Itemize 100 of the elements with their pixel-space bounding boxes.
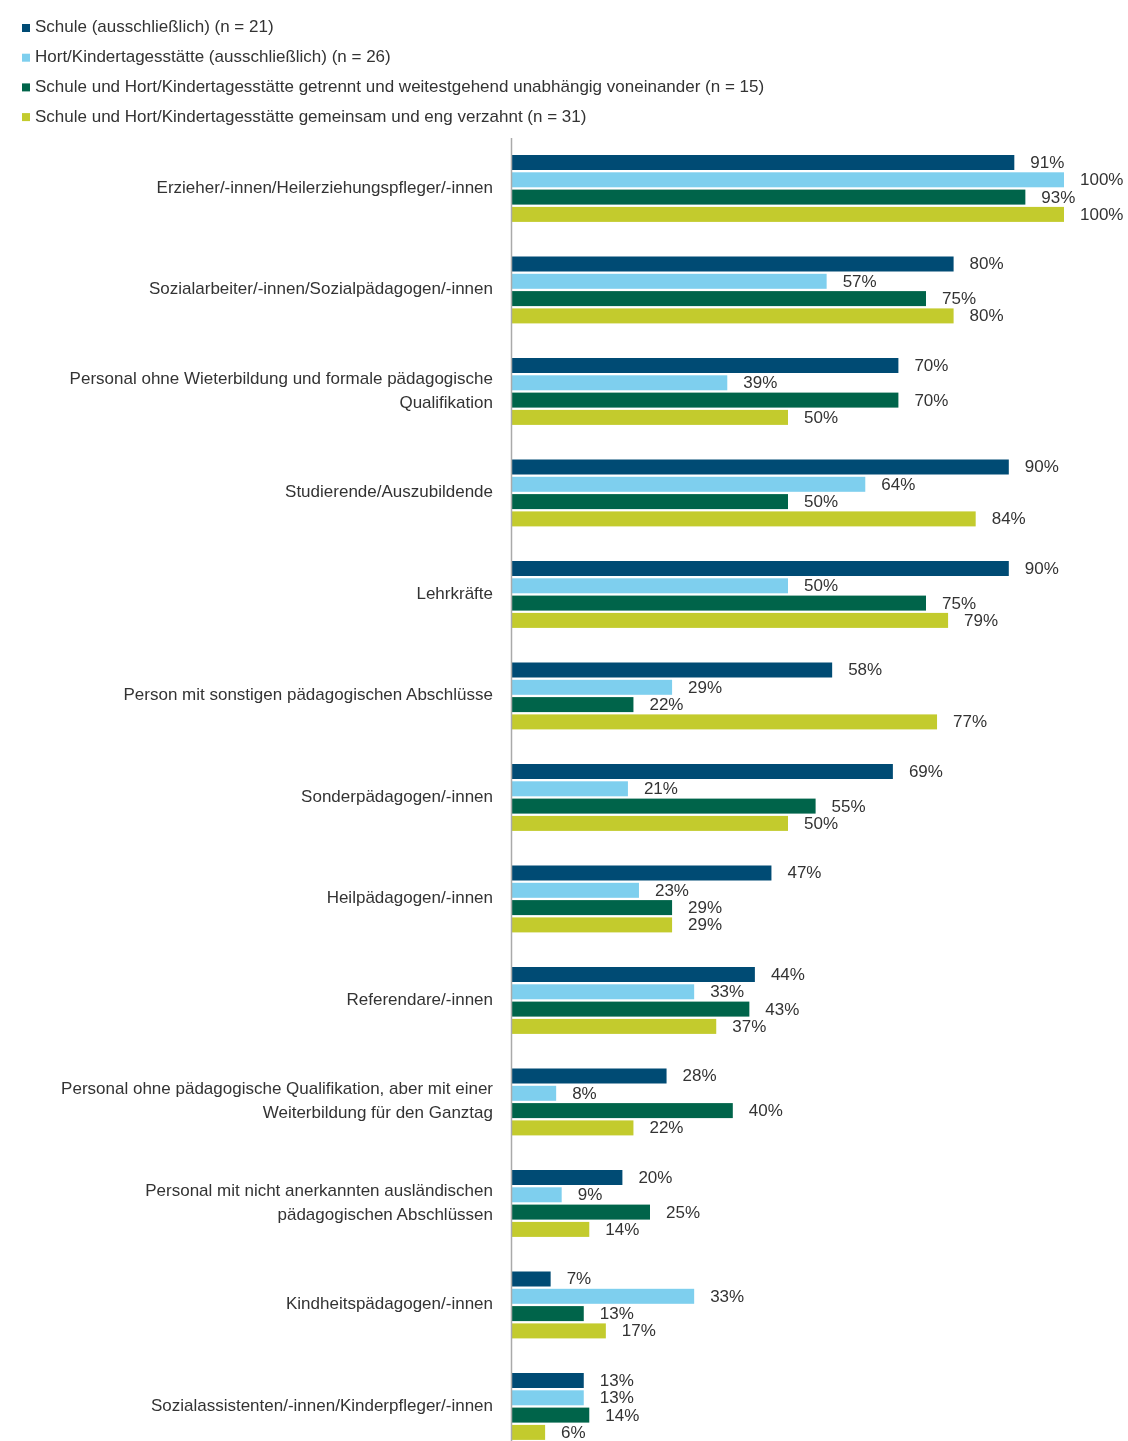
data-label: 100% [1080,170,1124,190]
data-label: 39% [743,373,778,393]
data-label: 40% [748,1101,783,1121]
data-label: 29% [688,898,723,918]
data-label: 6% [561,1422,586,1441]
bar [512,1424,546,1440]
y-tick-label: Personal ohne pädagogische Qualifikation, aber mit einer Weiterbildung für den Ganztag [61,1079,494,1123]
bar [512,984,695,1000]
data-label: 79% [964,610,999,630]
y-tick-label: Kindheitspädagogen/-innen [285,1294,493,1314]
bar [512,291,926,307]
legend-label: Schule und Hort/Kindertagesstätte getrennt und weitestgehend unabhängig voneinander (n = 15) [35,76,765,96]
bar [512,764,893,779]
data-label: 13% [599,1304,634,1324]
data-label: 43% [765,999,800,1019]
data-label: 80% [969,254,1004,274]
bar [512,1306,584,1322]
data-label: 47% [787,863,822,883]
bar [512,308,954,324]
data-label: 29% [688,677,723,697]
data-label: 75% [942,289,977,309]
legend-label: Schule (ausschließlich) (n = 21) [35,17,274,37]
data-label: 22% [649,695,684,715]
bar [512,595,926,611]
data-label: 70% [914,355,949,375]
data-label: 50% [804,492,839,512]
data-label: 57% [842,271,877,291]
bar [512,1068,667,1084]
bar [512,273,827,289]
y-tick-label: Sozialarbeiter/-innen/Sozialpädagogen/-innen [148,279,493,299]
bar [512,1187,562,1203]
bar [512,815,788,831]
bar [512,882,639,898]
bar [512,476,866,492]
bar [512,172,1064,188]
data-label: 70% [914,390,949,410]
data-label: 23% [654,880,689,900]
bar [512,392,899,408]
data-label: 13% [599,1370,634,1390]
y-tick-label: Heilpädagogen/-innen [326,888,493,908]
bar [512,189,1026,205]
bar [512,1204,650,1220]
bar [512,714,938,730]
data-label: 8% [572,1083,597,1103]
bar [512,798,816,814]
y-tick-label: Personal ohne Wieterbildung und formale pädagogische Qualifikation [69,368,493,412]
data-label: 37% [732,1016,767,1036]
bar [512,865,772,881]
bar [512,781,628,797]
data-label: 90% [1024,457,1059,477]
data-label: 50% [804,407,839,427]
bar [512,612,949,628]
bar [512,155,1015,170]
bar [512,1103,733,1119]
bar [512,561,1009,576]
bar [512,1407,590,1423]
bar [512,511,976,527]
bar [512,206,1064,222]
bar [512,1390,584,1406]
y-tick-label: Sonderpädagogen/-innen [301,786,493,806]
data-label: 50% [804,813,839,833]
bar [512,697,634,713]
data-label: 90% [1024,558,1059,578]
bar [512,1085,557,1101]
data-label: 58% [848,660,883,680]
data-label: 21% [643,779,678,799]
bar [512,494,788,510]
data-label: 33% [710,982,745,1002]
data-label: 25% [666,1202,701,1222]
data-label: 69% [908,761,943,781]
bar [512,1170,623,1185]
bar [512,900,673,916]
y-tick-label: Sozialassistenten/-innen/Kinderpfleger/-innen [150,1395,493,1415]
y-tick-label: Studierende/Auszubildende [285,482,493,502]
bar [512,358,899,373]
bar [512,679,673,695]
data-label: 77% [953,712,988,732]
y-tick-label: Erzieher/-innen/Heilerziehungspfleger/-innen [156,177,493,197]
bar [512,256,954,272]
data-label: 14% [605,1219,640,1239]
data-label: 9% [577,1185,603,1205]
data-label: 17% [621,1321,656,1341]
bar [512,375,728,391]
legend-label: Hort/Kindertagesstätte (ausschließlich) (n = 26) [35,47,391,67]
data-label: 80% [969,306,1004,326]
bar [512,662,833,678]
data-label: 91% [1030,152,1065,172]
y-tick-label: Lehrkräfte [416,583,493,603]
data-label: 20% [638,1167,673,1187]
data-label: 13% [599,1388,634,1408]
y-tick-label: Personal mit nicht anerkannten ausländischen pädagogischen Abschlüssen [145,1180,493,1224]
bar [512,1373,584,1388]
data-label: 7% [566,1269,592,1289]
data-label: 55% [831,796,866,816]
data-label: 93% [1041,187,1076,207]
data-label: 29% [688,915,723,935]
legend-label: Schule und Hort/Kindertagesstätte gemeinsam und eng verzahnt (n = 31) [35,106,587,126]
y-tick-label: Referendare/-innen [346,989,493,1009]
data-label: 64% [881,474,916,494]
bar [512,1288,695,1304]
